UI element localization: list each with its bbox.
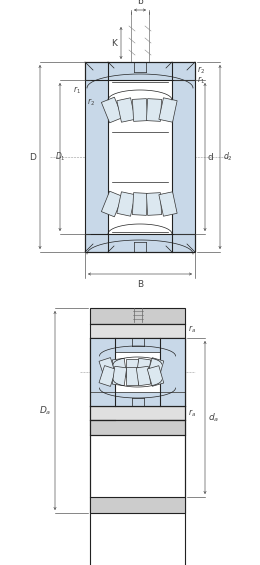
Text: d: d	[208, 153, 214, 162]
Polygon shape	[112, 366, 127, 386]
Polygon shape	[136, 366, 151, 386]
Polygon shape	[146, 99, 161, 121]
Text: $r_2$: $r_2$	[197, 64, 205, 76]
Text: $r_1$: $r_1$	[197, 74, 205, 86]
Bar	[90, 420, 185, 510]
Text: $r_2$: $r_2$	[87, 96, 95, 108]
Polygon shape	[136, 358, 151, 378]
Polygon shape	[101, 191, 123, 217]
Text: B: B	[137, 280, 143, 289]
Text: $d_a$: $d_a$	[208, 411, 219, 424]
Polygon shape	[147, 366, 164, 386]
Polygon shape	[146, 193, 161, 215]
Polygon shape	[99, 358, 116, 379]
Polygon shape	[159, 192, 177, 216]
Text: D: D	[29, 153, 36, 162]
Text: $D_a$: $D_a$	[38, 404, 51, 417]
Polygon shape	[159, 98, 177, 122]
Bar	[172, 80, 195, 234]
Bar	[85, 62, 195, 80]
Polygon shape	[112, 358, 127, 378]
Bar	[90, 406, 185, 420]
Bar	[90, 324, 185, 338]
Bar	[108, 62, 172, 252]
Bar	[85, 234, 195, 252]
Bar	[115, 338, 160, 565]
Bar	[90, 420, 185, 435]
Bar	[90, 308, 185, 324]
Text: $r_a$: $r_a$	[188, 407, 196, 419]
Polygon shape	[117, 98, 135, 122]
Polygon shape	[132, 193, 148, 215]
Polygon shape	[126, 367, 138, 385]
Text: $r_a$: $r_a$	[188, 323, 196, 334]
Text: b: b	[137, 0, 143, 6]
Bar	[90, 392, 185, 406]
Polygon shape	[126, 359, 138, 377]
Polygon shape	[147, 358, 164, 379]
Bar	[115, 338, 160, 513]
Bar	[85, 62, 195, 252]
Polygon shape	[117, 192, 135, 216]
Polygon shape	[101, 97, 123, 123]
Bar	[90, 338, 185, 565]
Text: K: K	[111, 38, 117, 47]
Text: $r_1$: $r_1$	[73, 84, 81, 95]
Bar	[85, 80, 108, 234]
Bar	[160, 352, 185, 392]
Polygon shape	[132, 99, 148, 121]
Text: $d_2$: $d_2$	[223, 151, 233, 163]
Polygon shape	[99, 366, 116, 386]
Bar	[90, 352, 115, 392]
Bar	[90, 338, 185, 352]
Bar	[90, 497, 185, 513]
Text: $D_1$: $D_1$	[55, 151, 65, 163]
Bar	[115, 352, 160, 392]
